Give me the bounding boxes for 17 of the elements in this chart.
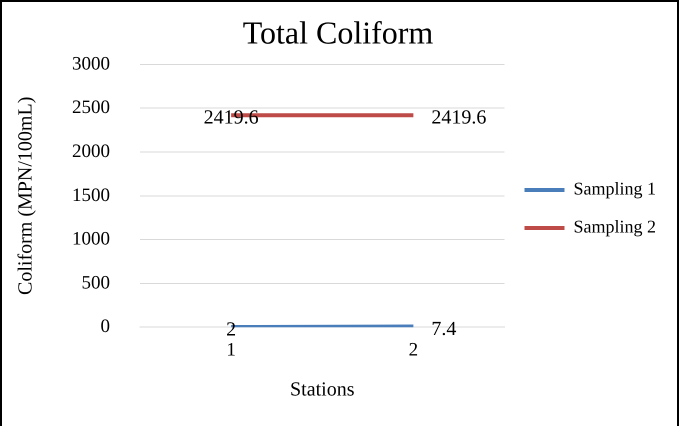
y-tick-label: 2500 <box>72 97 110 118</box>
data-label: 7.4 <box>431 318 456 340</box>
y-tick-label: 2000 <box>72 140 110 162</box>
legend-label: Sampling 2 <box>573 216 656 237</box>
data-label: 2 <box>226 318 236 340</box>
y-tick-label: 1000 <box>72 228 110 250</box>
x-axis-title: Stations <box>290 378 355 400</box>
x-tick-label: 1 <box>226 340 236 361</box>
chart-title: Total Coliform <box>242 14 434 51</box>
y-tick-label: 0 <box>100 316 110 338</box>
data-label: 2419.6 <box>204 106 259 128</box>
y-axis-title: Coliform (MPN/100mL) <box>14 96 36 295</box>
data-label: 2419.6 <box>431 106 486 128</box>
y-tick-label: 500 <box>82 272 110 294</box>
y-tick-label: 1500 <box>72 184 110 206</box>
legend-label: Sampling 1 <box>573 178 656 199</box>
y-tick-label: 3000 <box>72 53 110 74</box>
